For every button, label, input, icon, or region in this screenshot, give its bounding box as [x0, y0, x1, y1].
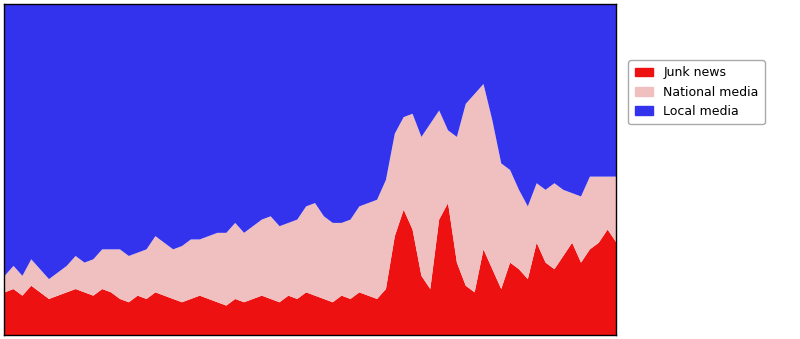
Legend: Junk news, National media, Local media: Junk news, National media, Local media — [628, 60, 765, 124]
